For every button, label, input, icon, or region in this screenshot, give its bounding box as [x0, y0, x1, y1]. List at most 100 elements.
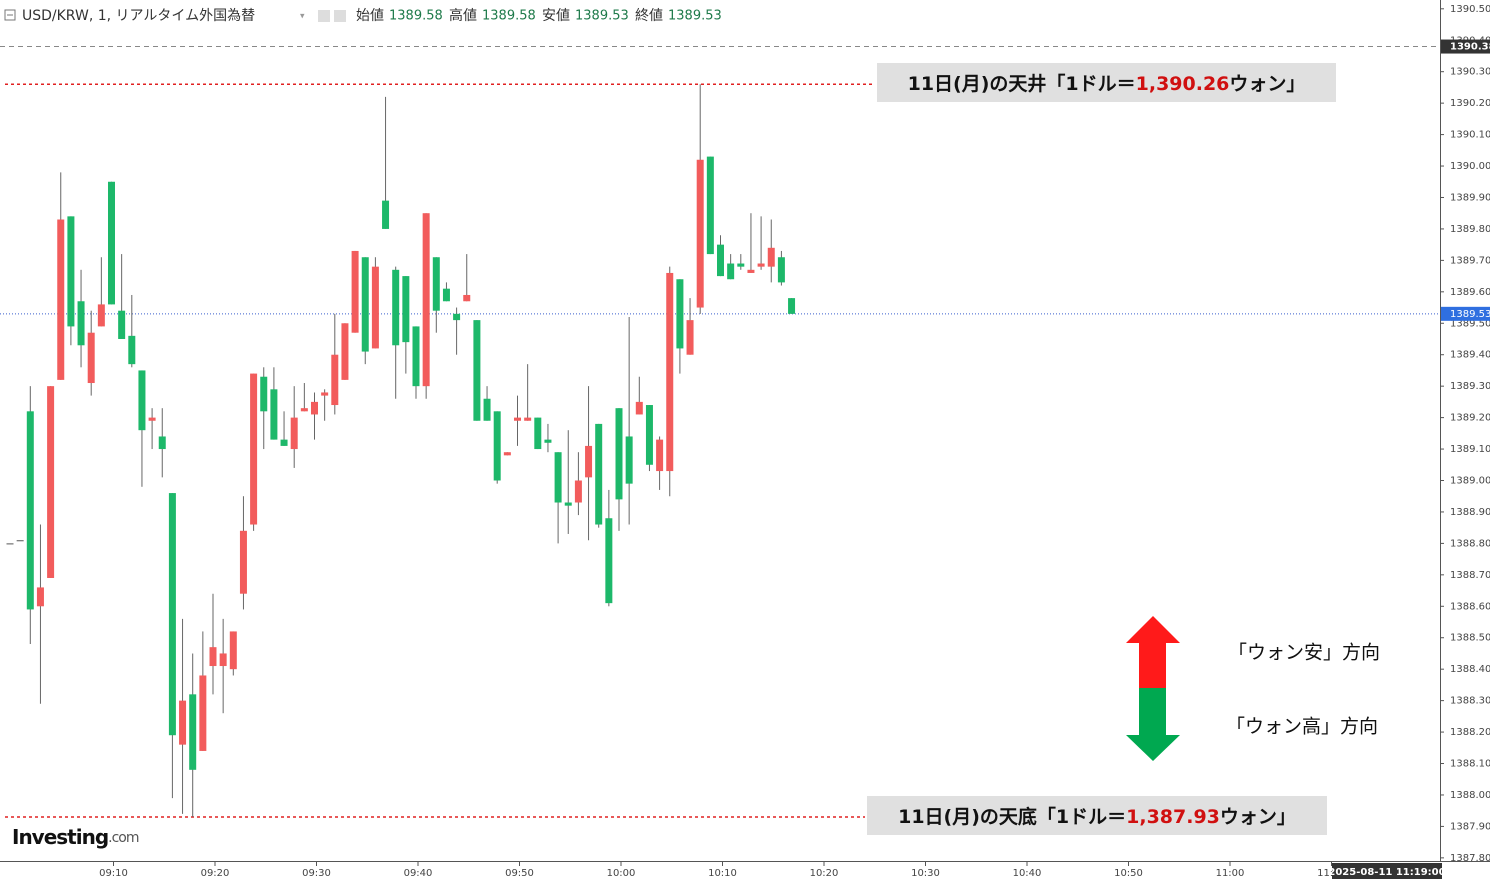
y-tick-label: 1387.90 — [1450, 821, 1490, 832]
annotation-value: 1,387.93 — [1126, 806, 1220, 828]
y-tick-label: 1389.60 — [1450, 287, 1490, 298]
down-direction-label: 「ウォン高」方向 — [1226, 716, 1378, 738]
candle-body — [77, 301, 85, 346]
candle-body — [412, 326, 420, 387]
candle-body — [128, 335, 136, 365]
icon[interactable] — [318, 10, 330, 22]
y-tick-label: 1390.00 — [1450, 161, 1490, 172]
candle-body — [138, 370, 146, 431]
candle-body — [463, 294, 471, 302]
y-tick-label: 1389.40 — [1450, 350, 1490, 361]
y-tick-label: 1389.30 — [1450, 381, 1490, 392]
up-arrow — [1126, 616, 1180, 688]
x-tick-label: 09:10 — [99, 868, 128, 879]
candle-body — [6, 543, 14, 545]
candle-body — [493, 411, 501, 481]
candle-body — [727, 263, 735, 280]
candle-body — [788, 298, 796, 314]
x-tick-label: 11:10 — [1317, 868, 1346, 879]
candle-body — [585, 445, 593, 478]
annotation-box — [867, 796, 1327, 835]
y-tick-label: 1388.50 — [1450, 633, 1490, 644]
candle-body — [717, 244, 724, 277]
y-tick-label: 1388.60 — [1450, 601, 1490, 612]
candle-body — [290, 417, 298, 450]
last-price-label: 1389.53 — [1450, 309, 1490, 320]
x-tick-label: 10:50 — [1114, 868, 1143, 879]
x-tick-label: 09:20 — [201, 868, 230, 879]
candle-body — [260, 376, 268, 412]
y-tick-label: 1388.80 — [1450, 538, 1490, 549]
close-value: 1389.53 — [668, 9, 722, 24]
annotation-after: ウォン」 — [1229, 73, 1305, 95]
x-tick-label: 09:40 — [404, 868, 433, 879]
y-tick-label: 1389.20 — [1450, 413, 1490, 424]
candle-body — [36, 587, 44, 607]
candle-body — [321, 392, 329, 396]
candle-body — [503, 452, 511, 456]
candle-body — [432, 257, 440, 311]
candle-body — [341, 323, 349, 380]
collapse-icon[interactable] — [4, 9, 16, 21]
candle-body — [87, 332, 95, 384]
candle-body — [311, 401, 318, 415]
y-tick-label: 1388.90 — [1450, 507, 1490, 518]
annotation-after: ウォン」 — [1220, 806, 1296, 828]
candle-body — [108, 181, 115, 305]
icon[interactable] — [334, 10, 346, 22]
x-tick-label: 09:30 — [302, 868, 331, 879]
x-tick-label: 10:20 — [810, 868, 839, 879]
candle-body — [331, 354, 339, 406]
y-tick-label: 1389.50 — [1450, 318, 1490, 329]
candle-body — [737, 263, 745, 267]
logo-suffix: .com — [108, 830, 139, 846]
x-tick-label: 11:00 — [1216, 868, 1245, 879]
candle-body — [564, 502, 572, 506]
candle-body — [351, 250, 359, 333]
annotation: 11日(月)の天底「1ドル＝1,387.93ウォン」 — [898, 805, 1296, 828]
candle-body — [148, 417, 156, 421]
y-tick-label: 1388.30 — [1450, 696, 1490, 707]
down-arrow — [1126, 688, 1180, 761]
y-tick-label: 1389.80 — [1450, 224, 1490, 235]
candle-body — [666, 272, 674, 472]
candle-body — [47, 386, 55, 578]
candle-body — [453, 313, 461, 321]
candle-body — [158, 436, 166, 450]
annotation-value: 1,390.26 — [1136, 73, 1230, 95]
candle-body — [250, 373, 258, 525]
x-tick-label: 09:50 — [505, 868, 534, 879]
candle-body — [270, 389, 278, 440]
y-tick-label: 1389.10 — [1450, 444, 1490, 455]
y-tick-label: 1388.10 — [1450, 759, 1490, 770]
x-tick-label: 10:10 — [708, 868, 737, 879]
candle-body — [442, 288, 450, 302]
open-value: 1389.58 — [389, 9, 443, 24]
last-price-label-bg — [1441, 306, 1490, 321]
candle-body — [483, 398, 491, 421]
candle-body — [696, 159, 704, 308]
annotation: 11日(月)の天井「1ドル＝1,390.26ウォン」 — [908, 72, 1306, 95]
candle-body — [747, 269, 755, 273]
candle-body — [239, 530, 247, 594]
session-high-label-bg — [1441, 39, 1490, 54]
y-tick-label: 1390.20 — [1450, 98, 1490, 109]
high-value: 1389.58 — [482, 9, 536, 24]
candle-body — [361, 257, 369, 352]
candle-body — [625, 436, 633, 484]
candle-body — [97, 304, 105, 327]
y-tick-label: 1388.40 — [1450, 664, 1490, 675]
candle-body — [534, 417, 542, 450]
candle-body — [280, 439, 288, 446]
candle-body — [605, 518, 613, 604]
candle-body — [777, 257, 785, 283]
candle-body — [615, 408, 623, 500]
annotation-before: 11日(月)の天底「1ドル＝ — [898, 805, 1126, 828]
candle-body — [767, 247, 775, 267]
low-label: 安値 — [542, 8, 570, 24]
dropdown[interactable]: ▾ — [300, 12, 305, 22]
candle-body — [118, 310, 126, 339]
candle-body — [645, 405, 653, 465]
y-tick-label: 1390.50 — [1450, 4, 1490, 15]
